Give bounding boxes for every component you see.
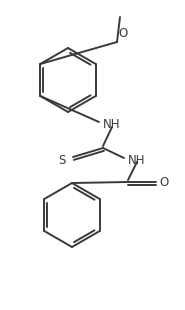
- Text: S: S: [59, 154, 66, 167]
- Text: NH: NH: [103, 118, 120, 131]
- Text: NH: NH: [128, 153, 145, 166]
- Text: O: O: [159, 175, 168, 188]
- Text: O: O: [118, 27, 127, 40]
